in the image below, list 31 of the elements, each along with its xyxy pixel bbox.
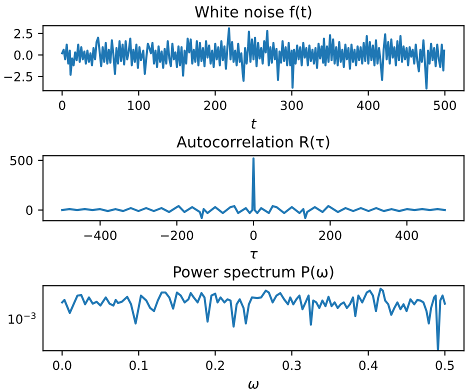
x-tick-label: 0.2 [206, 360, 224, 370]
line-series [61, 27, 446, 90]
x-tick-label: −400 [84, 230, 116, 240]
x-axis-title: t [252, 118, 257, 129]
x-tick-label: 0 [58, 100, 66, 110]
x-tick-label: 0.5 [436, 360, 454, 370]
y-tick-label: −2.5 [4, 72, 32, 82]
x-tick-label: 0.4 [359, 360, 378, 370]
x-tick-label: −200 [160, 230, 194, 240]
text: 10$^{−3}$ [8, 312, 36, 324]
x-tick-label: 0.1 [130, 360, 148, 370]
x-tick-label: 0.3 [282, 360, 301, 370]
chart-title: Autocorrelation R(τ) [176, 136, 330, 150]
x-axis-title: τ [250, 251, 258, 259]
y-tick-label: 2.5 [14, 28, 32, 38]
y-tick-label: 0 [26, 206, 32, 215]
x-tick-label: 100 [128, 100, 150, 110]
x-tick-label: 400 [357, 100, 380, 110]
x-tick-label: 200 [319, 230, 342, 240]
chart-title: White noise f(t) [194, 6, 312, 20]
x-tick-label: 0.0 [53, 360, 72, 370]
chart-title: Power spectrum P(ω) [174, 266, 334, 281]
y-tick-label: 500 [10, 156, 32, 166]
x-tick-label: 300 [280, 100, 303, 110]
x-tick-label: 200 [204, 100, 226, 110]
y-tick-label: 0.0 [14, 50, 32, 60]
x-axis-title: ω [248, 381, 258, 389]
x-tick-label: 400 [396, 230, 418, 240]
line-series [61, 157, 446, 220]
x-tick-label: 0 [250, 230, 257, 240]
x-tick-label: 500 [434, 100, 456, 110]
